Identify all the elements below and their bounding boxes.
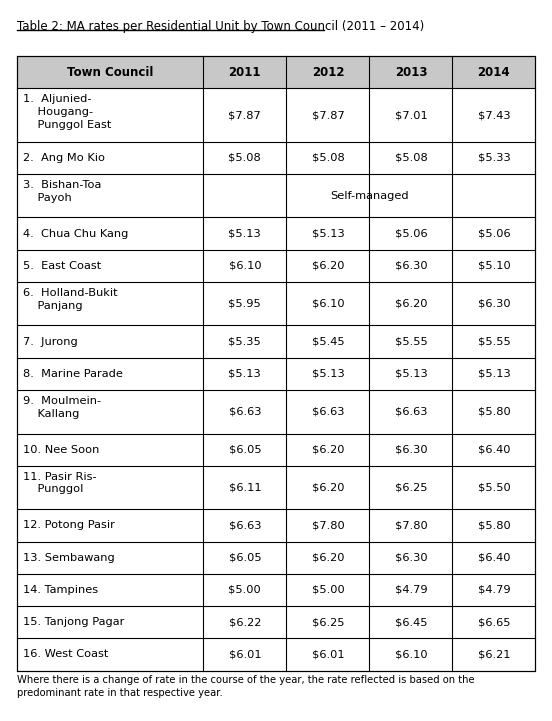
Text: 7.  Jurong: 7. Jurong (23, 337, 78, 347)
Text: $5.80: $5.80 (477, 407, 510, 417)
Text: $5.13: $5.13 (311, 369, 344, 379)
Text: Self-managed: Self-managed (330, 190, 408, 200)
Text: $6.20: $6.20 (312, 482, 344, 492)
Text: $5.13: $5.13 (311, 229, 344, 239)
Text: $5.13: $5.13 (477, 369, 510, 379)
Text: Town Council: Town Council (67, 66, 153, 79)
Text: $5.55: $5.55 (395, 337, 427, 347)
Text: $6.22: $6.22 (229, 617, 261, 627)
Text: 15. Tanjong Pagar: 15. Tanjong Pagar (23, 617, 125, 627)
Text: $5.08: $5.08 (229, 153, 261, 163)
Text: 4.  Chua Chu Kang: 4. Chua Chu Kang (23, 229, 129, 239)
Text: $6.20: $6.20 (312, 261, 344, 271)
Text: $6.25: $6.25 (312, 617, 344, 627)
Text: $5.95: $5.95 (229, 298, 261, 309)
Text: $5.00: $5.00 (311, 585, 344, 595)
Text: $6.25: $6.25 (395, 482, 427, 492)
Text: $6.05: $6.05 (229, 445, 261, 455)
Text: $6.30: $6.30 (395, 553, 427, 562)
Text: $7.43: $7.43 (477, 110, 510, 120)
Text: Where there is a change of rate in the course of the year, the rate reflected is: Where there is a change of rate in the c… (17, 675, 474, 698)
Text: $7.01: $7.01 (395, 110, 427, 120)
Text: $4.79: $4.79 (477, 585, 510, 595)
Text: $6.10: $6.10 (395, 650, 427, 660)
Text: $5.13: $5.13 (229, 229, 261, 239)
Text: $5.80: $5.80 (477, 521, 510, 531)
Text: $7.80: $7.80 (395, 521, 427, 531)
Text: 5.  East Coast: 5. East Coast (23, 261, 102, 271)
Text: 9.  Moulmein-
    Kallang: 9. Moulmein- Kallang (23, 396, 102, 419)
Text: $5.45: $5.45 (311, 337, 344, 347)
Text: $5.33: $5.33 (477, 153, 510, 163)
Text: 11. Pasir Ris-
    Punggol: 11. Pasir Ris- Punggol (23, 472, 97, 495)
Text: Table 2: MA rates per Residential Unit by Town Council (2011 – 2014): Table 2: MA rates per Residential Unit b… (17, 20, 424, 33)
Text: $6.65: $6.65 (477, 617, 510, 627)
Text: 12. Potong Pasir: 12. Potong Pasir (23, 521, 115, 531)
Text: $5.35: $5.35 (229, 337, 261, 347)
Text: $6.20: $6.20 (312, 553, 344, 562)
Text: $5.10: $5.10 (477, 261, 510, 271)
Text: $6.10: $6.10 (311, 298, 344, 309)
Text: $5.06: $5.06 (477, 229, 510, 239)
Text: $5.08: $5.08 (311, 153, 344, 163)
Text: $6.63: $6.63 (312, 407, 344, 417)
Text: $5.13: $5.13 (229, 369, 261, 379)
Text: $5.00: $5.00 (229, 585, 261, 595)
Text: $5.55: $5.55 (477, 337, 510, 347)
Text: 1.  Aljunied-
    Hougang-
    Punggol East: 1. Aljunied- Hougang- Punggol East (23, 94, 112, 130)
Text: 2.  Ang Mo Kio: 2. Ang Mo Kio (23, 153, 105, 163)
Text: $7.87: $7.87 (229, 110, 261, 120)
Text: $5.06: $5.06 (395, 229, 427, 239)
Text: $5.13: $5.13 (395, 369, 427, 379)
Text: 8.  Marine Parade: 8. Marine Parade (23, 369, 123, 379)
Text: $6.63: $6.63 (229, 521, 261, 531)
Text: 6.  Holland-Bukit
    Panjang: 6. Holland-Bukit Panjang (23, 288, 118, 311)
Text: $5.50: $5.50 (477, 482, 510, 492)
Text: $6.63: $6.63 (395, 407, 427, 417)
Text: $6.01: $6.01 (311, 650, 344, 660)
Text: $7.80: $7.80 (311, 521, 344, 531)
Text: 2014: 2014 (477, 66, 510, 79)
Text: 10. Nee Soon: 10. Nee Soon (23, 445, 99, 455)
Text: $6.40: $6.40 (477, 553, 510, 562)
Text: $6.63: $6.63 (229, 407, 261, 417)
Text: 2013: 2013 (395, 66, 427, 79)
Text: $6.30: $6.30 (395, 261, 427, 271)
Text: $5.08: $5.08 (395, 153, 427, 163)
Text: $6.20: $6.20 (395, 298, 427, 309)
Text: $6.30: $6.30 (395, 445, 427, 455)
Text: 13. Sembawang: 13. Sembawang (23, 553, 115, 562)
Text: $6.30: $6.30 (477, 298, 510, 309)
Text: $6.11: $6.11 (229, 482, 261, 492)
Text: $7.87: $7.87 (311, 110, 344, 120)
Text: 3.  Bishan-Toa
    Payoh: 3. Bishan-Toa Payoh (23, 180, 102, 203)
Text: 2011: 2011 (229, 66, 261, 79)
Text: $6.05: $6.05 (229, 553, 261, 562)
Text: 14. Tampines: 14. Tampines (23, 585, 98, 595)
Text: $6.01: $6.01 (229, 650, 261, 660)
Text: $6.40: $6.40 (477, 445, 510, 455)
Text: 2012: 2012 (312, 66, 344, 79)
Bar (17, 56, 535, 89)
Text: $6.10: $6.10 (229, 261, 261, 271)
Text: $6.45: $6.45 (395, 617, 427, 627)
Text: $4.79: $4.79 (395, 585, 427, 595)
Text: $6.21: $6.21 (477, 650, 510, 660)
Text: 16. West Coast: 16. West Coast (23, 650, 109, 660)
Text: $6.20: $6.20 (312, 445, 344, 455)
Bar (17, 56, 535, 671)
